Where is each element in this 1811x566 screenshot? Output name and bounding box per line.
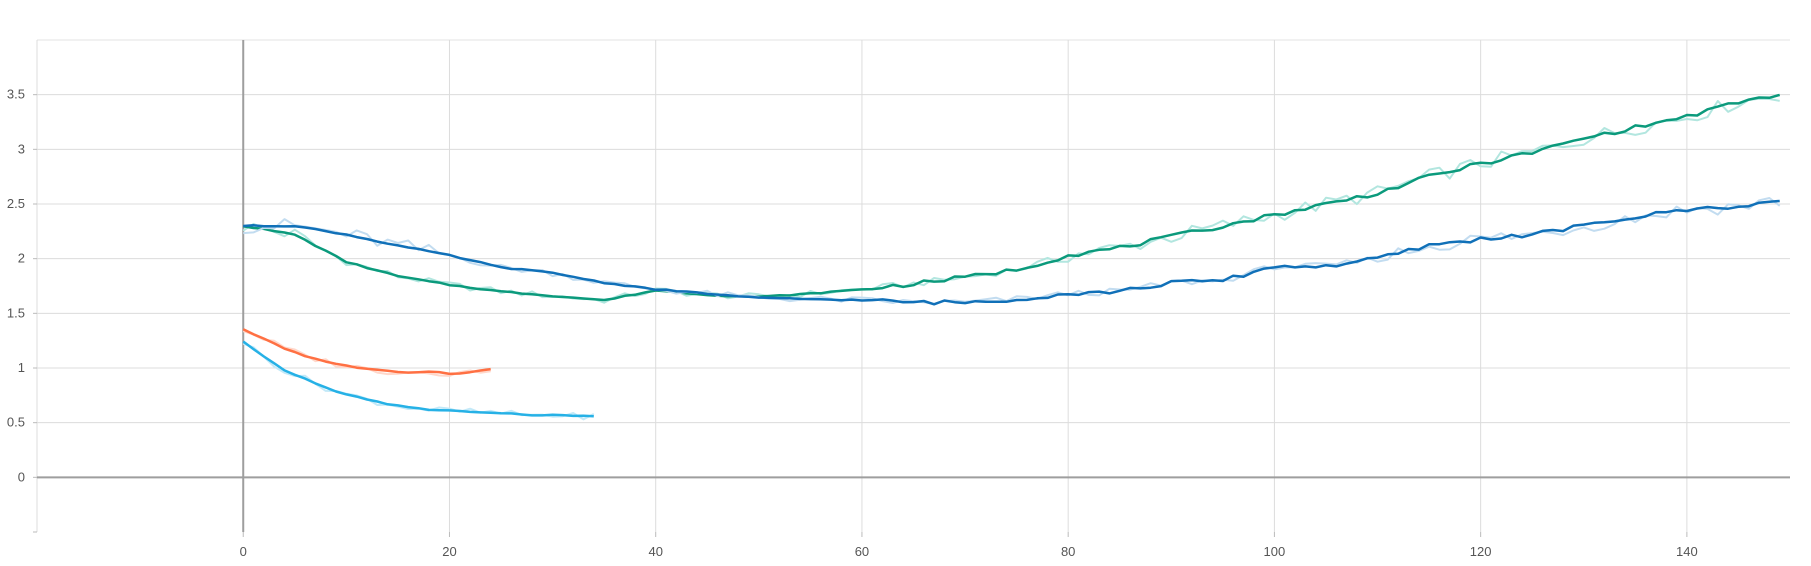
x-tick-label: 40 [648,544,662,559]
x-tick-label: 0 [240,544,247,559]
x-tick-label: 100 [1264,544,1286,559]
x-tick-label: 20 [442,544,456,559]
series-lines [242,93,1781,421]
x-tick-label: 80 [1061,544,1075,559]
y-tick-label: 0.5 [7,415,25,430]
y-tick-label: 2.5 [7,196,25,211]
y-tick-label: 1 [18,360,25,375]
y-tick-label: 2 [18,251,25,266]
series-raw-line [243,197,1781,305]
series-line [242,328,491,376]
series-line [242,340,594,418]
x-tick-label: 60 [855,544,869,559]
series-raw-line [242,97,1780,304]
y-tick-label: 0 [18,469,25,484]
y-tick-label: 3.5 [7,87,25,102]
series-line [242,93,1781,302]
x-tick-label: 120 [1470,544,1492,559]
axes [37,40,1790,532]
series-line [243,199,1780,306]
grid-lines [33,39,1790,537]
y-tick-label: 1.5 [7,305,25,320]
x-tick-label: 140 [1676,544,1698,559]
y-tick-label: 3 [18,141,25,156]
tick-labels: 0 0.5 1 1.5 2 2.5 3 3.5 0 20 40 60 80 100 120 140 [7,87,1698,559]
